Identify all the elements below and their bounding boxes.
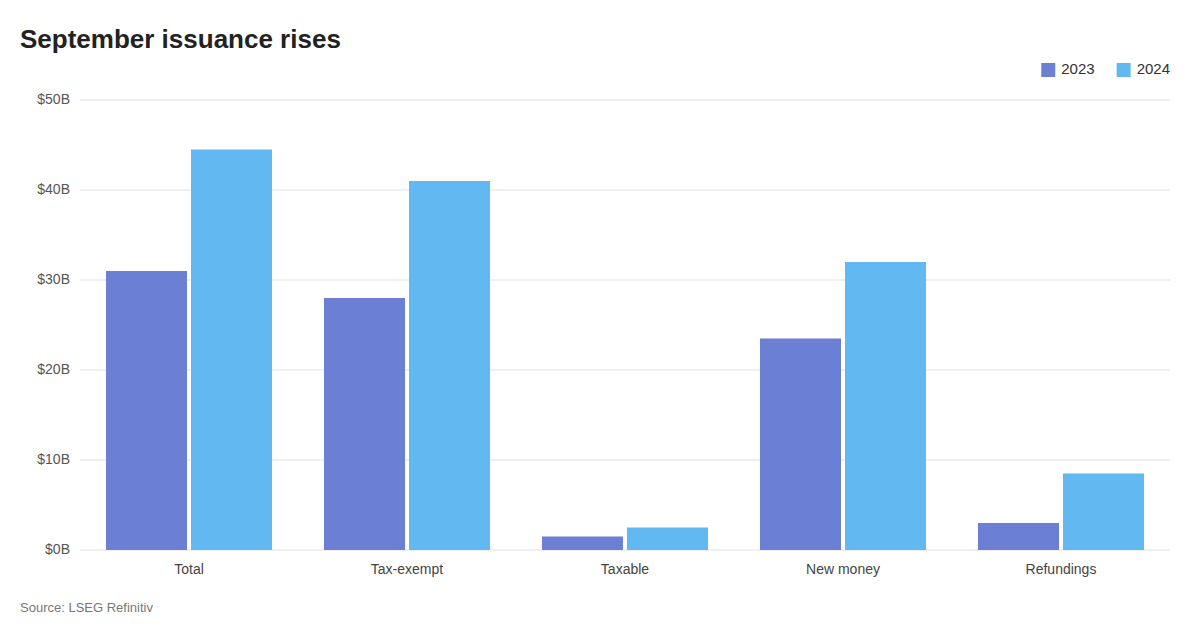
bar [760,339,841,551]
y-tick-label: $30B [37,271,70,287]
source: Source: LSEG Refinitiv [20,600,153,615]
grid-line [80,100,1170,101]
legend-label: 2023 [1061,60,1094,77]
legend-item: 2023 [1041,60,1094,77]
bar [845,262,926,550]
y-tick-label: $20B [37,361,70,377]
y-tick-label: $10B [37,451,70,467]
x-tick-label: Tax-exempt [371,561,443,577]
legend-label: 2024 [1137,60,1170,77]
bar [409,181,490,550]
x-tick-label: New money [806,561,880,577]
x-tick-label: Total [174,561,204,577]
bars [106,150,1144,551]
legend-item: 2024 [1117,60,1170,77]
chart: September issuance rises$0B$10B$20B$30B$… [0,0,1200,630]
bar [1063,474,1144,551]
bar [324,298,405,550]
legend-swatch [1117,63,1131,77]
x-tick-label: Taxable [601,561,649,577]
y-tick-label: $50B [37,91,70,107]
title: September issuance rises [20,24,341,54]
x-tick-label: Refundings [1026,561,1097,577]
y-tick-label: $0B [45,541,70,557]
bar [106,271,187,550]
bar [191,150,272,551]
legend: 2023 2024 [1041,60,1170,77]
bar [978,523,1059,550]
y-axis: $0B $10B $20B $30B $40B $50B [37,91,1170,557]
bar [627,528,708,551]
bar [542,537,623,551]
y-tick-label: $40B [37,181,70,197]
x-axis: Total Tax-exempt Taxable New money Refunding… [174,561,1096,577]
legend-swatch [1041,63,1055,77]
